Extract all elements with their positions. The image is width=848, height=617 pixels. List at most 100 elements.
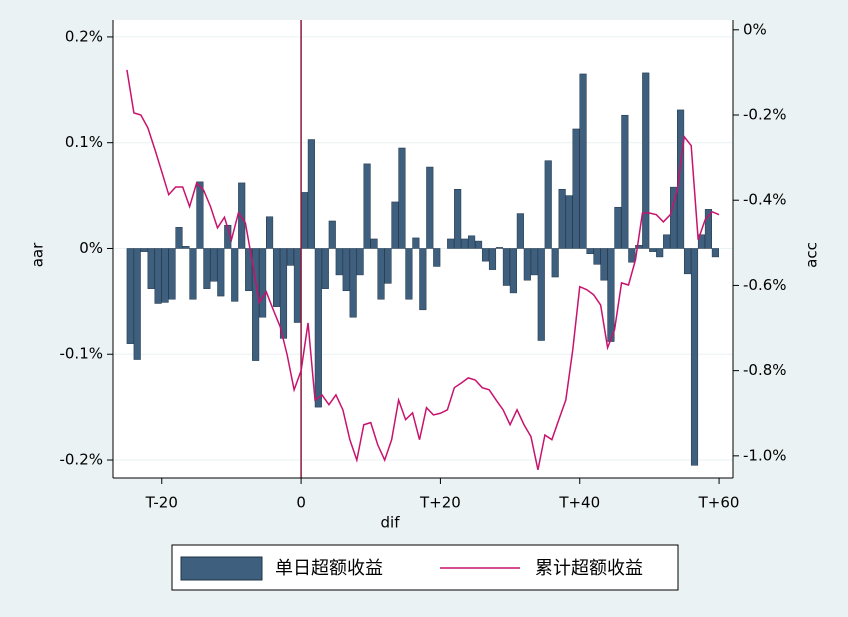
- bar: [621, 114, 629, 249]
- bar: [628, 248, 636, 263]
- x-tick-label: T+60: [698, 494, 740, 512]
- bar: [642, 72, 650, 249]
- bar: [586, 248, 594, 255]
- bar: [635, 245, 643, 249]
- bar: [161, 248, 169, 303]
- bar: [523, 248, 531, 281]
- bar: [168, 248, 176, 300]
- bar: [468, 235, 476, 249]
- x-tick-label: 0: [296, 494, 306, 512]
- x-tick-label: T+40: [558, 494, 600, 512]
- bar: [398, 147, 406, 249]
- y-tick-label: -0.2%: [59, 451, 103, 469]
- bar: [154, 248, 162, 304]
- bar: [203, 248, 211, 289]
- bar: [126, 248, 134, 344]
- bar: [384, 248, 392, 284]
- bar: [252, 248, 260, 361]
- bar: [454, 188, 462, 249]
- bar: [370, 238, 378, 249]
- legend-label: 单日超额收益: [275, 558, 383, 579]
- bar: [147, 248, 155, 289]
- bar: [279, 248, 288, 339]
- bar: [328, 220, 336, 249]
- bar: [196, 181, 204, 249]
- bar: [649, 248, 657, 252]
- bar: [683, 248, 692, 275]
- bar: [551, 248, 559, 278]
- bar: [293, 248, 301, 323]
- bar: [391, 201, 399, 249]
- bar: [697, 234, 706, 249]
- bar: [474, 240, 483, 249]
- bar: [516, 213, 524, 249]
- bar: [677, 109, 685, 249]
- y-axis-label: aar: [29, 242, 47, 267]
- bar: [182, 246, 190, 249]
- bar: [593, 248, 601, 265]
- bar: [572, 128, 580, 249]
- bar: [537, 248, 545, 341]
- bar: [217, 248, 225, 297]
- y-tick-label: -0.1%: [59, 345, 103, 363]
- y2-tick-label: -0.4%: [743, 191, 787, 209]
- bar: [231, 248, 239, 302]
- y-tick-label: 0.1%: [65, 133, 103, 151]
- bar: [272, 248, 281, 307]
- bar: [558, 188, 566, 249]
- y2-tick-label: 0%: [743, 20, 767, 38]
- bar: [412, 237, 420, 249]
- legend-swatch: [180, 556, 263, 581]
- bar: [349, 248, 357, 318]
- bar: [670, 186, 678, 249]
- bar: [377, 248, 385, 300]
- bar: [245, 248, 253, 292]
- y2-tick-label: -0.2%: [743, 106, 787, 124]
- y2-tick-label: -0.6%: [743, 276, 787, 294]
- bar: [544, 160, 552, 249]
- bar: [433, 248, 441, 267]
- bar: [342, 248, 350, 292]
- bar: [314, 248, 322, 408]
- x-axis-label: dif: [381, 514, 401, 532]
- bar: [405, 248, 413, 300]
- y2-tick-label: -1.0%: [743, 446, 787, 464]
- x-tick-label: T+20: [419, 494, 461, 512]
- bar: [690, 248, 699, 466]
- bar: [502, 248, 510, 286]
- bar: [579, 73, 587, 249]
- bar: [704, 209, 713, 249]
- bar: [133, 248, 141, 360]
- bar: [447, 238, 455, 249]
- bar: [530, 248, 538, 276]
- bar: [140, 248, 148, 252]
- y-tick-label: 0%: [79, 239, 103, 257]
- y-tick-label: 0.2%: [65, 27, 103, 45]
- y2-axis-label: acc: [803, 242, 821, 268]
- bar: [419, 248, 427, 311]
- bar: [321, 248, 329, 289]
- line: [126, 69, 720, 471]
- bar: [286, 248, 295, 266]
- bar: [189, 248, 197, 300]
- bar: [426, 166, 434, 249]
- bar: [509, 248, 517, 294]
- bar: [461, 238, 469, 249]
- bar: [614, 206, 622, 249]
- bar: [210, 248, 218, 282]
- bar: [656, 248, 664, 258]
- bar: [481, 248, 490, 262]
- bar: [266, 216, 274, 249]
- bar: [335, 248, 343, 276]
- bar: [607, 248, 615, 342]
- bar: [565, 195, 573, 249]
- bar: [300, 192, 308, 249]
- bar: [663, 234, 671, 249]
- x-tick-label: T-20: [145, 494, 178, 512]
- bar: [495, 247, 504, 249]
- bar: [711, 248, 719, 258]
- bar: [488, 248, 497, 270]
- bar: [356, 248, 364, 276]
